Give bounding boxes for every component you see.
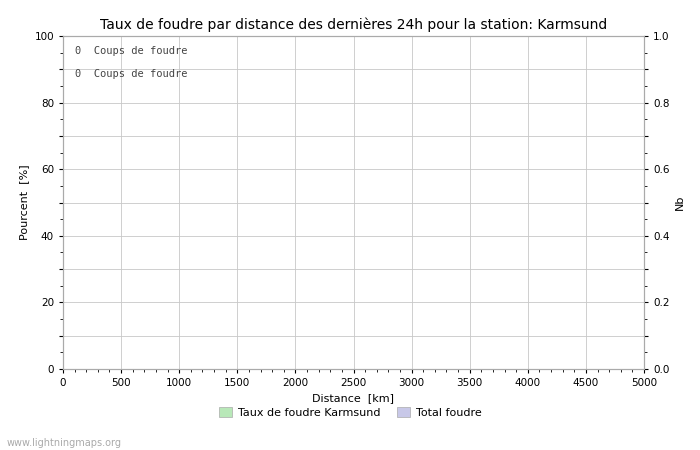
Text: 0  Coups de foudre: 0 Coups de foudre — [75, 69, 187, 79]
Text: 0  Coups de foudre: 0 Coups de foudre — [75, 46, 187, 56]
Title: Taux de foudre par distance des dernières 24h pour la station: Karmsund: Taux de foudre par distance des dernière… — [100, 18, 607, 32]
Legend: Taux de foudre Karmsund, Total foudre: Taux de foudre Karmsund, Total foudre — [214, 402, 486, 422]
Y-axis label: Pourcent  [%]: Pourcent [%] — [19, 165, 29, 240]
Y-axis label: Nb: Nb — [675, 195, 685, 210]
X-axis label: Distance  [km]: Distance [km] — [312, 394, 395, 404]
Text: www.lightningmaps.org: www.lightningmaps.org — [7, 438, 122, 448]
